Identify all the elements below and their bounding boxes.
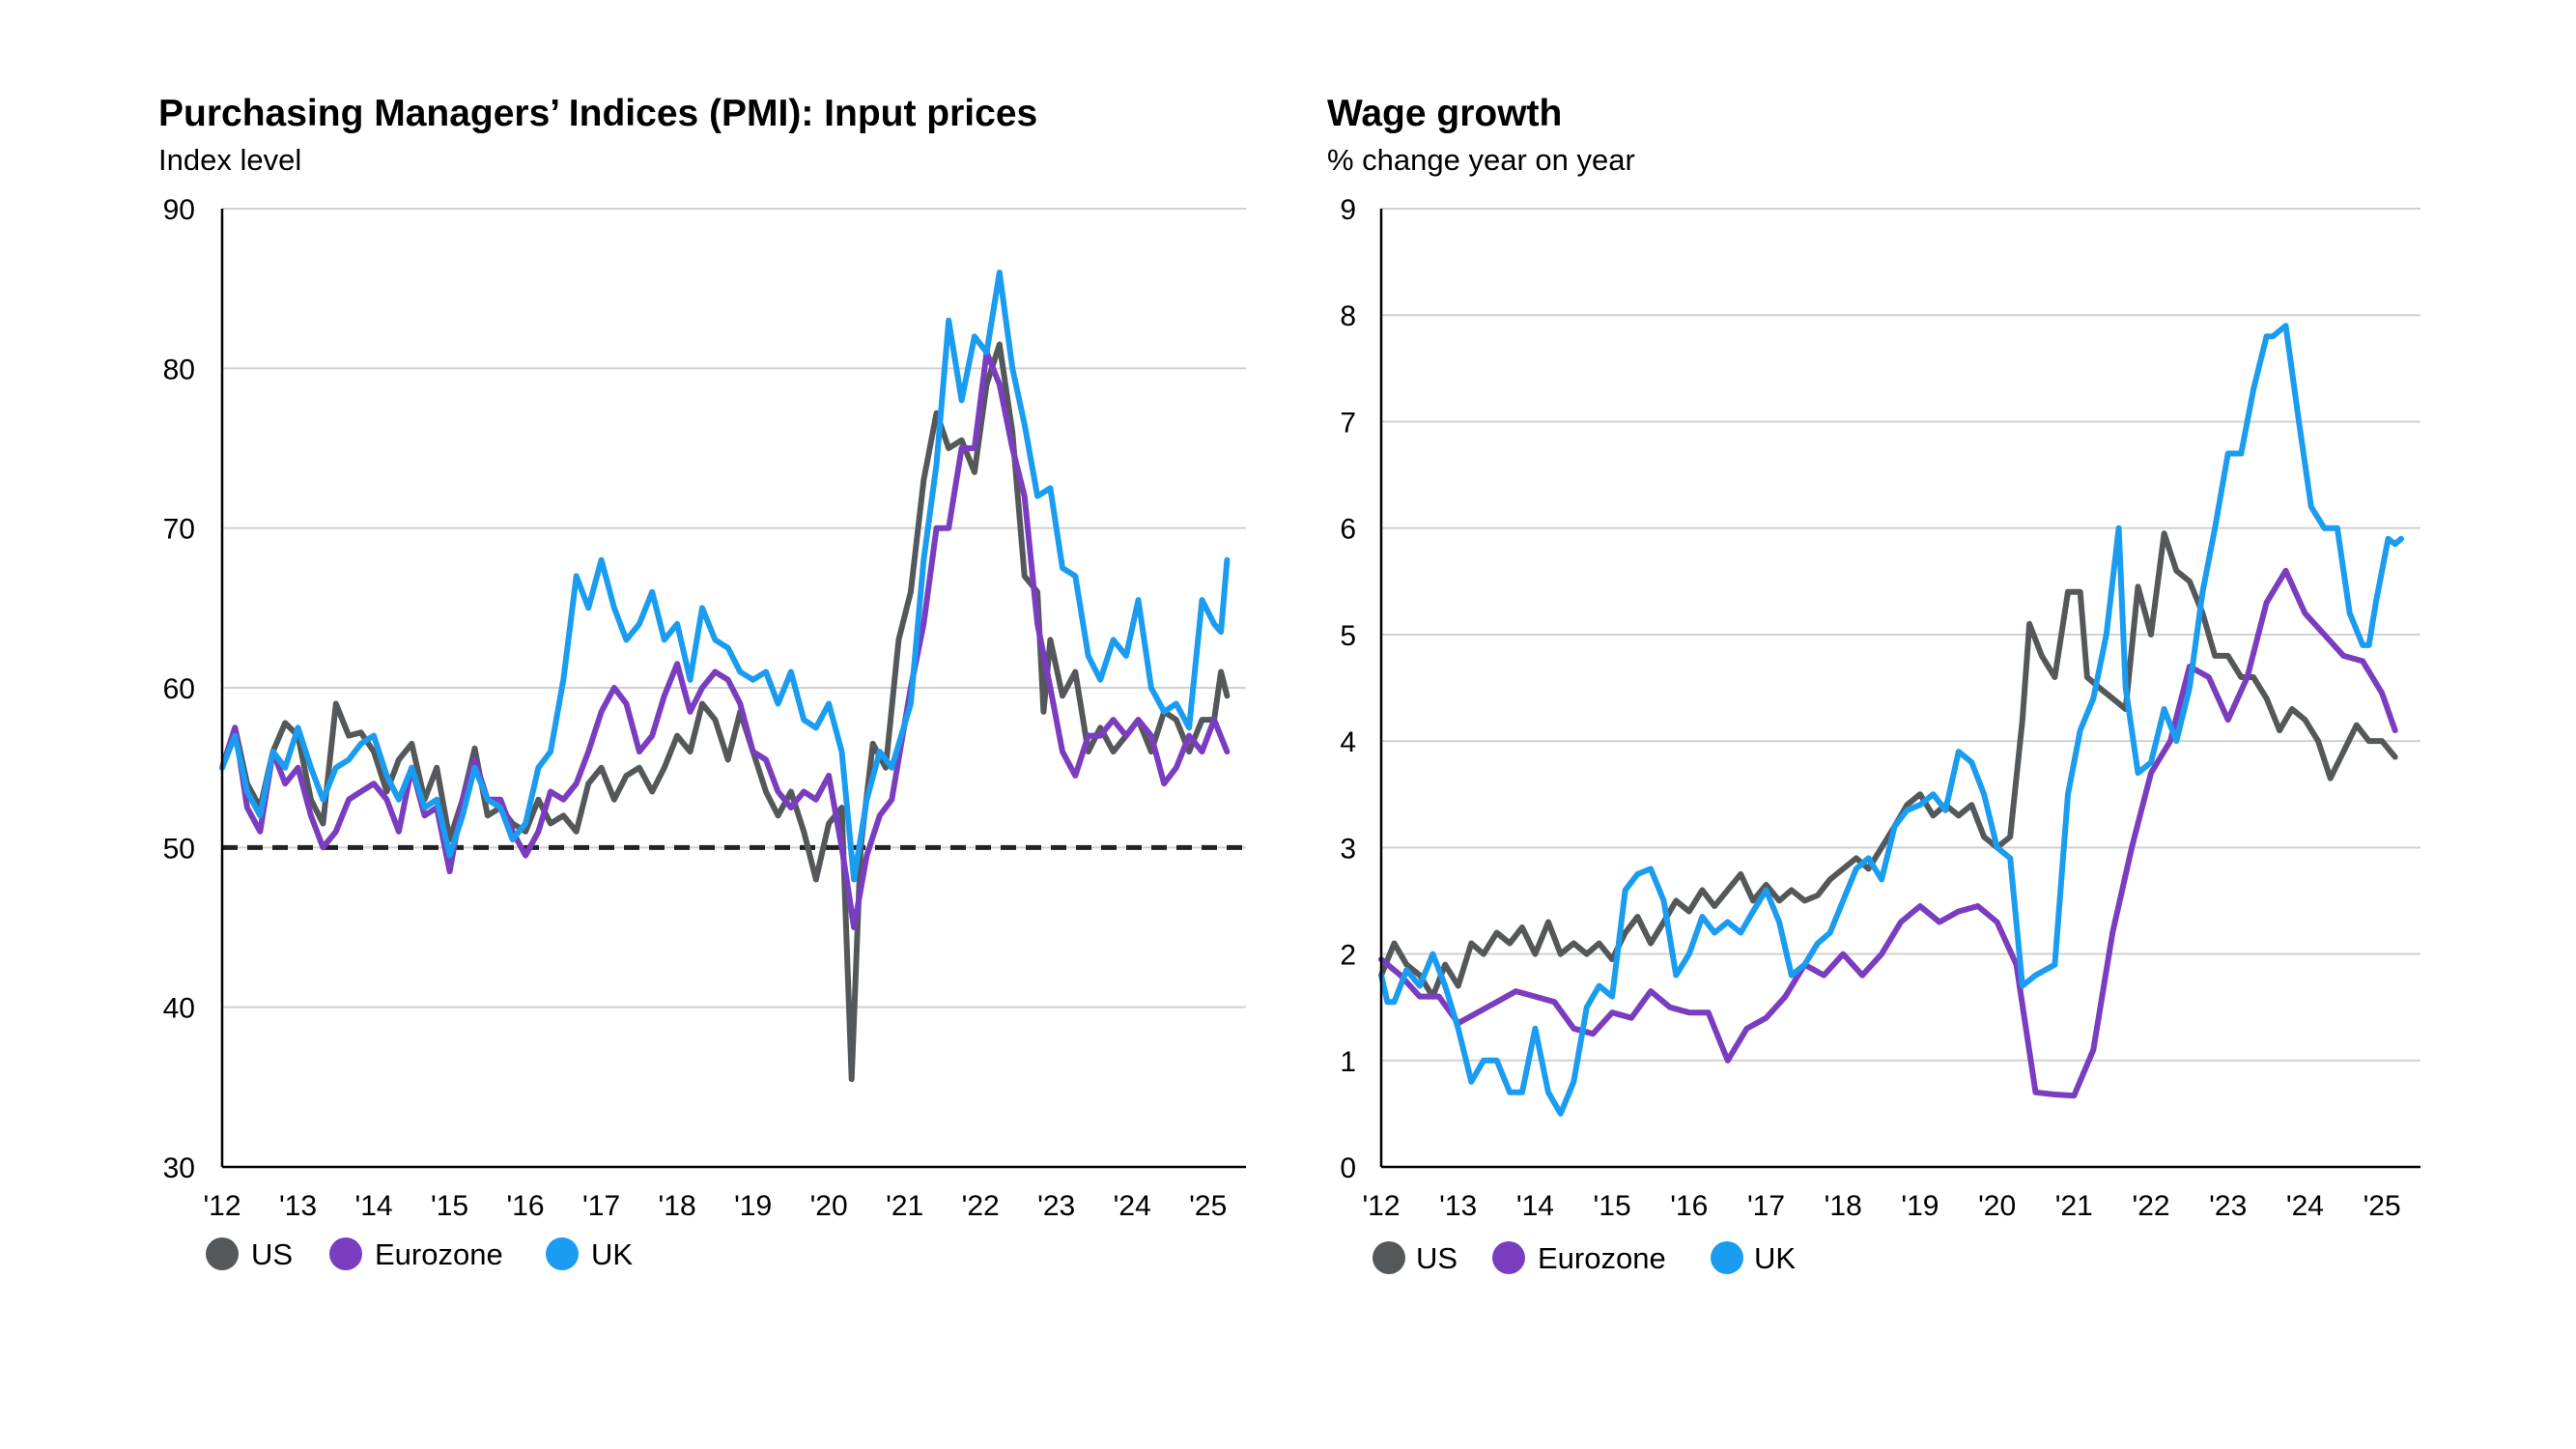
- x-tick-label: '15: [1594, 1190, 1631, 1222]
- legend: US Eurozone UK: [1373, 1241, 1796, 1275]
- x-tick-label: '23: [1037, 1190, 1075, 1222]
- x-tick-label: '24: [2286, 1190, 2324, 1222]
- x-tick-label: '13: [279, 1190, 317, 1222]
- x-tick-label: '19: [1901, 1190, 1939, 1222]
- legend-label-eurozone: Eurozone: [1538, 1241, 1666, 1275]
- x-tick-label: '21: [886, 1190, 923, 1222]
- x-tick-label: '12: [1362, 1190, 1400, 1222]
- x-tick-label: '19: [734, 1190, 772, 1222]
- legend-label-eurozone: Eurozone: [375, 1237, 503, 1271]
- y-axis-label: Index level: [158, 143, 301, 177]
- y-tick-label: 4: [1340, 726, 1356, 758]
- y-tick-label: 5: [1340, 620, 1356, 652]
- x-tick-label: '20: [1978, 1190, 2016, 1222]
- y-tick-label: 7: [1340, 407, 1356, 439]
- y-tick-label: 0: [1340, 1152, 1356, 1184]
- legend-label-us: US: [251, 1237, 293, 1271]
- x-tick-label: '22: [2132, 1190, 2169, 1222]
- x-tick-label: '18: [659, 1190, 696, 1222]
- x-tick-label: '14: [1516, 1190, 1554, 1222]
- y-tick-label: 3: [1340, 833, 1356, 865]
- series-line-uk: [219, 270, 1231, 883]
- legend-label-us: US: [1416, 1241, 1458, 1275]
- y-tick-label: 70: [163, 514, 195, 546]
- legend-marker-us: [206, 1237, 239, 1270]
- legend: US Eurozone UK: [206, 1237, 633, 1271]
- x-tick-label: '21: [2055, 1190, 2093, 1222]
- x-tick-label: '16: [1670, 1190, 1708, 1222]
- y-tick-label: 50: [163, 833, 195, 865]
- legend-label-uk: UK: [1754, 1241, 1796, 1275]
- y-tick-label: 9: [1340, 194, 1356, 226]
- legend-marker-us: [1373, 1241, 1405, 1274]
- series-line-us: [219, 341, 1231, 1083]
- x-tick-label: '12: [203, 1190, 241, 1222]
- y-tick-label: 30: [163, 1152, 195, 1184]
- series-line-eurozone: [1378, 567, 2398, 1099]
- pmi-input-prices-chart: Purchasing Managers’ Indices (PMI): Inpu…: [158, 93, 1246, 1271]
- y-tick-label: 60: [163, 673, 195, 705]
- x-tick-label: '25: [2364, 1190, 2401, 1222]
- x-tick-label: '14: [354, 1190, 392, 1222]
- x-tick-label: '20: [810, 1190, 848, 1222]
- x-tick-label: '15: [431, 1190, 468, 1222]
- series-line-us: [1378, 530, 2398, 1000]
- y-tick-label: 8: [1340, 300, 1356, 332]
- chart-title: Wage growth: [1327, 93, 1562, 134]
- y-tick-label: 1: [1340, 1046, 1356, 1078]
- y-tick-label: 6: [1340, 514, 1356, 546]
- x-tick-label: '13: [1439, 1190, 1477, 1222]
- x-tick-label: '16: [507, 1190, 545, 1222]
- legend-marker-uk: [546, 1237, 579, 1270]
- x-tick-label: '17: [1747, 1190, 1785, 1222]
- gridlines: [222, 208, 1246, 1009]
- y-tick-label: 90: [163, 194, 195, 226]
- y-tick-label: 40: [163, 993, 195, 1025]
- x-tick-label: '25: [1189, 1190, 1227, 1222]
- y-axis-label: % change year on year: [1327, 143, 1635, 177]
- legend-marker-uk: [1711, 1241, 1743, 1274]
- series-line-eurozone: [219, 349, 1231, 930]
- legend-marker-eurozone: [329, 1237, 362, 1270]
- x-tick-label: '23: [2209, 1190, 2247, 1222]
- x-tick-label: '22: [962, 1190, 1000, 1222]
- x-tick-label: '18: [1825, 1190, 1862, 1222]
- x-tick-label: '24: [1114, 1190, 1151, 1222]
- series-line-uk: [1378, 323, 2405, 1117]
- legend-marker-eurozone: [1492, 1241, 1525, 1274]
- x-tick-label: '17: [582, 1190, 620, 1222]
- wage-growth-chart: Wage growth % change year on year US Eur…: [1327, 93, 2420, 1275]
- chart-title: Purchasing Managers’ Indices (PMI): Inpu…: [158, 93, 1037, 134]
- y-tick-label: 80: [163, 354, 195, 385]
- legend-label-uk: UK: [591, 1237, 633, 1271]
- y-tick-label: 2: [1340, 940, 1356, 972]
